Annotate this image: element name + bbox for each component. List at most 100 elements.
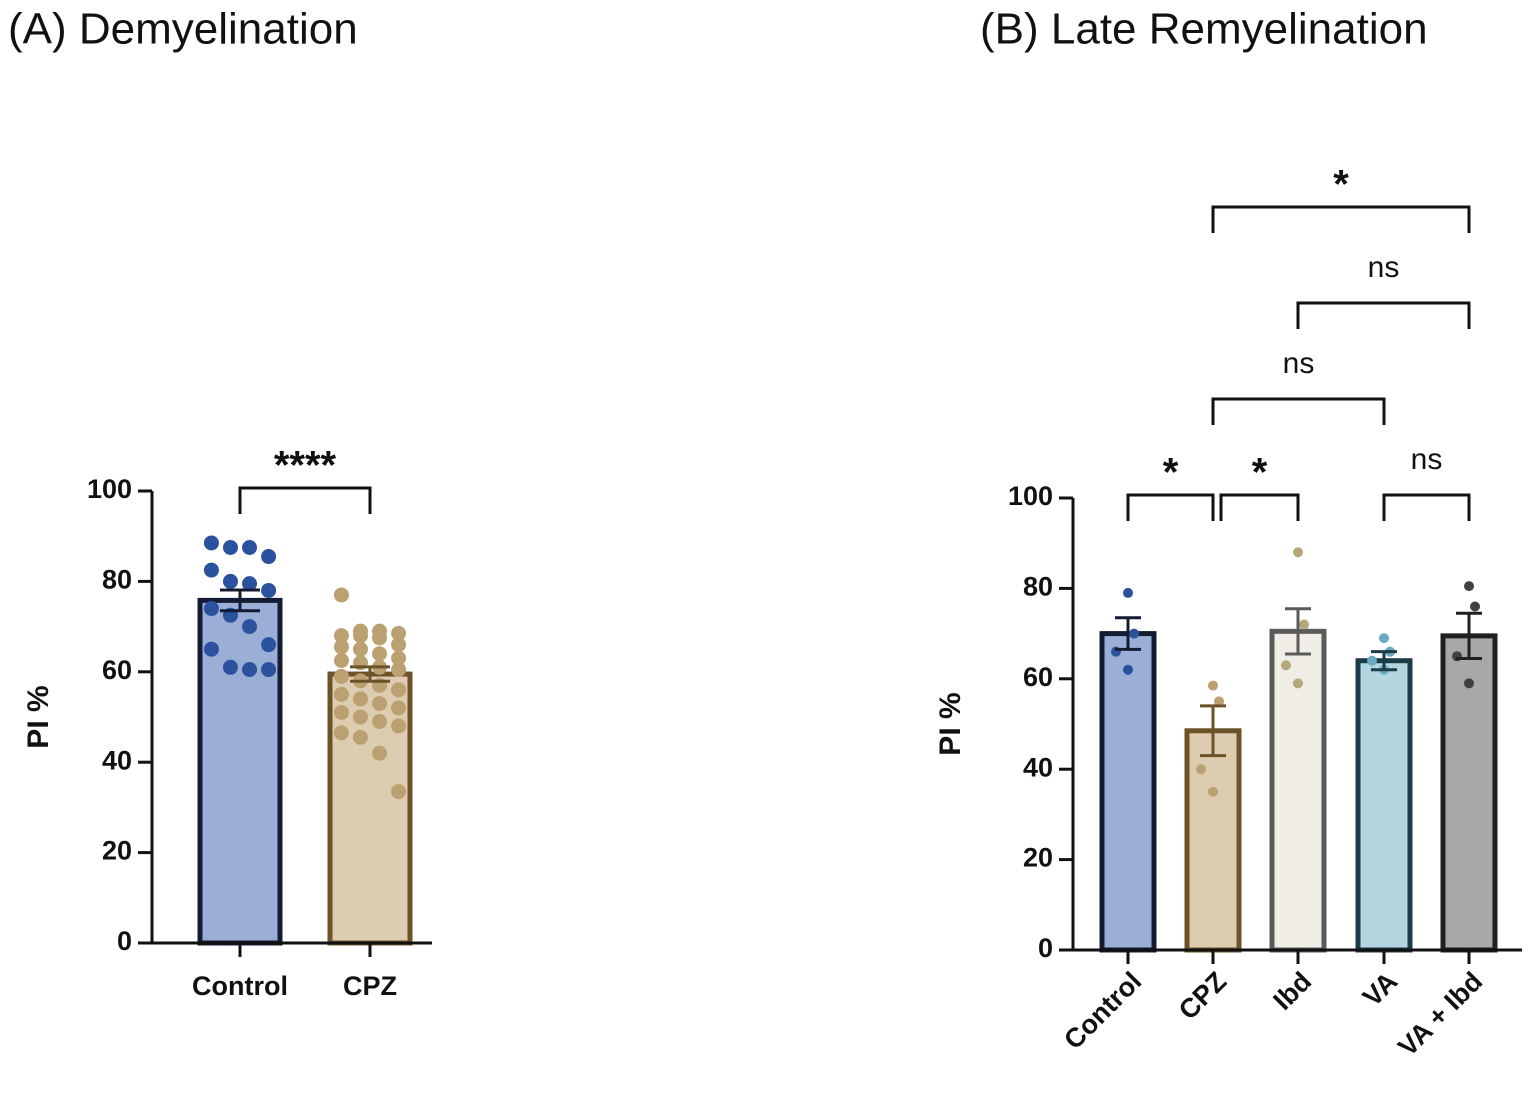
error-bar xyxy=(220,588,260,613)
error-bar xyxy=(1285,607,1311,656)
y-tick-label: 40 xyxy=(102,745,132,775)
error-bar xyxy=(350,665,390,683)
y-tick-label: 100 xyxy=(87,474,132,504)
data-point xyxy=(372,714,388,730)
data-point xyxy=(333,704,349,720)
data-point xyxy=(1208,786,1218,797)
data-point xyxy=(372,745,388,761)
data-point xyxy=(372,646,388,662)
data-point xyxy=(352,729,368,745)
significance-label: * xyxy=(1333,163,1349,207)
data-point xyxy=(1470,601,1480,612)
data-point xyxy=(1123,587,1133,598)
data-point xyxy=(333,628,349,644)
y-tick-label: 20 xyxy=(102,836,132,866)
y-tick-label: 0 xyxy=(117,926,132,956)
data-point xyxy=(1214,696,1224,707)
x-tick-label: Control xyxy=(1058,966,1147,1055)
data-point xyxy=(261,637,277,653)
data-point xyxy=(333,587,349,603)
data-point xyxy=(242,619,258,635)
data-point xyxy=(261,582,277,598)
data-point xyxy=(372,695,388,711)
chart-title: (B) Late Remyelination xyxy=(980,5,1428,54)
bar xyxy=(1355,658,1413,953)
data-point xyxy=(203,535,219,551)
data-point xyxy=(391,650,407,666)
significance-label: * xyxy=(1163,451,1179,495)
significance-bracket xyxy=(1211,397,1386,425)
data-point xyxy=(1299,619,1309,630)
x-tick-label: CPZ xyxy=(343,971,397,1001)
significance-label: ns xyxy=(1368,251,1400,284)
x-tick-label: VA + Ibd xyxy=(1392,966,1488,1062)
data-point xyxy=(1129,628,1139,639)
significance-bracket xyxy=(1211,205,1471,233)
data-point xyxy=(333,653,349,668)
data-point xyxy=(222,659,238,675)
y-tick-label: 60 xyxy=(1023,662,1053,692)
data-point xyxy=(333,686,349,702)
error-bar xyxy=(1200,704,1226,758)
significance-bracket xyxy=(1296,301,1471,329)
chart-title: (A) Demyelination xyxy=(8,5,358,54)
data-point xyxy=(1464,581,1474,592)
significance-label: **** xyxy=(274,444,337,488)
y-tick-label: 60 xyxy=(102,655,132,685)
y-tick-label: 40 xyxy=(1023,752,1053,782)
significance-label: * xyxy=(1252,451,1268,495)
y-tick-label: 100 xyxy=(1008,481,1053,511)
data-point xyxy=(1293,678,1303,689)
data-point xyxy=(222,573,238,589)
data-point xyxy=(391,625,407,641)
x-tick-label: CPZ xyxy=(1173,966,1232,1025)
data-point xyxy=(352,628,368,644)
error-bar xyxy=(1115,616,1141,651)
data-point xyxy=(333,725,349,741)
data-point xyxy=(333,639,349,655)
y-tick-label: 80 xyxy=(1023,572,1053,602)
data-point xyxy=(1123,664,1133,675)
data-point xyxy=(372,630,388,646)
data-point xyxy=(261,549,277,565)
data-point xyxy=(391,637,407,653)
data-point xyxy=(352,709,368,725)
data-point xyxy=(203,562,219,578)
data-point xyxy=(203,641,219,657)
bar xyxy=(1184,728,1242,953)
data-point xyxy=(352,691,368,707)
data-point xyxy=(1367,655,1377,666)
y-axis-label: PI % xyxy=(22,685,55,748)
significance-label: ns xyxy=(1411,443,1443,476)
data-point xyxy=(261,662,277,678)
data-point xyxy=(1208,680,1218,691)
data-point xyxy=(352,641,368,657)
data-point xyxy=(203,601,219,617)
error-bar xyxy=(1456,611,1482,660)
data-point xyxy=(391,700,407,716)
y-tick-label: 80 xyxy=(102,565,132,595)
data-point xyxy=(391,662,407,678)
data-point xyxy=(1281,660,1291,671)
significance-bracket xyxy=(1219,493,1300,521)
data-point xyxy=(242,576,258,592)
significance-bracket xyxy=(1126,493,1215,521)
data-point xyxy=(1379,633,1389,644)
data-point xyxy=(391,718,407,734)
x-tick-label: VA xyxy=(1357,966,1403,1012)
data-point xyxy=(1464,678,1474,689)
significance-bracket xyxy=(1382,493,1471,521)
y-axis-label: PI % xyxy=(934,692,967,755)
y-tick-label: 0 xyxy=(1038,933,1053,963)
bar xyxy=(1099,631,1157,953)
error-bar xyxy=(1371,650,1397,672)
data-point xyxy=(391,682,407,698)
data-point xyxy=(242,662,258,678)
y-tick-label: 20 xyxy=(1023,843,1053,873)
data-point xyxy=(333,668,349,684)
data-point xyxy=(391,784,407,800)
data-point xyxy=(242,540,258,555)
x-tick-label: Ibd xyxy=(1267,966,1317,1016)
data-point xyxy=(1293,547,1303,558)
